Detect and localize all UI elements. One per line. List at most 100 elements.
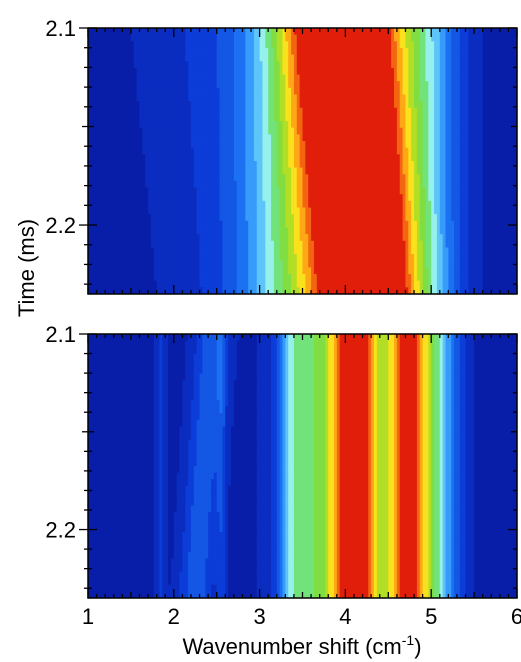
heatmap-cell bbox=[428, 74, 432, 82]
heatmap-cell bbox=[193, 234, 198, 242]
heatmap-cell bbox=[179, 234, 183, 242]
heatmap-cell bbox=[394, 41, 398, 49]
heatmap-cell bbox=[365, 214, 369, 222]
heatmap-cell bbox=[170, 147, 175, 155]
heatmap-cell bbox=[128, 161, 132, 169]
heatmap-cell bbox=[333, 67, 338, 76]
heatmap-cell bbox=[208, 101, 212, 109]
heatmap-cell bbox=[271, 141, 275, 149]
heatmap-cell bbox=[273, 34, 278, 42]
heatmap-cell bbox=[213, 207, 218, 215]
heatmap-cell bbox=[419, 81, 424, 89]
heatmap-cell bbox=[416, 141, 421, 149]
heatmap-cell bbox=[285, 180, 289, 189]
heatmap-cell bbox=[231, 194, 235, 202]
heatmap-cell bbox=[156, 200, 161, 209]
heatmap-cell bbox=[142, 61, 146, 69]
heatmap-cell bbox=[405, 234, 409, 242]
heatmap-cell bbox=[145, 127, 149, 135]
heatmap-cell bbox=[148, 194, 152, 202]
heatmap-cell bbox=[210, 101, 215, 109]
heatmap-cell bbox=[282, 220, 286, 229]
heatmap-cell bbox=[454, 61, 458, 69]
heatmap-cell bbox=[456, 87, 461, 96]
heatmap-cell bbox=[110, 220, 115, 229]
heatmap-cell bbox=[331, 234, 335, 242]
heatmap-cell bbox=[325, 187, 329, 195]
heatmap-cell bbox=[242, 101, 246, 109]
heatmap-cell bbox=[491, 240, 495, 249]
heatmap-cell bbox=[353, 41, 358, 49]
heatmap-cell bbox=[170, 81, 175, 89]
heatmap-cell bbox=[105, 161, 109, 169]
heatmap-cell bbox=[208, 240, 212, 249]
heatmap-cell bbox=[471, 107, 475, 116]
heatmap-cell bbox=[468, 167, 472, 175]
heatmap-cell bbox=[465, 180, 469, 189]
heatmap-cell bbox=[116, 187, 121, 195]
heatmap-cell bbox=[145, 41, 149, 49]
heatmap-cell bbox=[96, 180, 101, 189]
heatmap-cell bbox=[236, 220, 241, 229]
heatmap-cell bbox=[502, 180, 507, 189]
heatmap-cell bbox=[491, 220, 495, 229]
heatmap-cell bbox=[465, 161, 469, 169]
heatmap-cell bbox=[499, 167, 504, 175]
heatmap-cell bbox=[436, 234, 441, 242]
heatmap-cell bbox=[136, 114, 141, 122]
heatmap-cell bbox=[419, 180, 424, 189]
heatmap-cell bbox=[236, 180, 241, 189]
heatmap-cell bbox=[319, 47, 324, 56]
heatmap-cell bbox=[225, 127, 229, 135]
heatmap-cell bbox=[190, 161, 195, 169]
heatmap-cell bbox=[279, 127, 284, 135]
heatmap-cell bbox=[179, 107, 183, 116]
heatmap-cell bbox=[365, 61, 369, 69]
heatmap-cell bbox=[179, 174, 183, 182]
heatmap-cell bbox=[185, 121, 189, 129]
heatmap-cell bbox=[434, 94, 438, 102]
heatmap-cell bbox=[185, 134, 189, 142]
heatmap-cell bbox=[225, 87, 229, 96]
heatmap-cell bbox=[188, 180, 192, 189]
heatmap-cell bbox=[499, 87, 504, 96]
heatmap-cell bbox=[316, 47, 321, 56]
heatmap-cell bbox=[431, 87, 435, 96]
heatmap-cell bbox=[391, 187, 395, 195]
heatmap-cell bbox=[379, 194, 384, 202]
heatmap-cell bbox=[459, 194, 464, 202]
heatmap-cell bbox=[288, 87, 292, 96]
heatmap-cell bbox=[173, 141, 178, 149]
heatmap-cell bbox=[305, 61, 309, 69]
heatmap-cell bbox=[434, 121, 438, 129]
heatmap-cell bbox=[302, 54, 306, 62]
heatmap-cell bbox=[454, 81, 458, 89]
heatmap-cell bbox=[253, 74, 258, 82]
heatmap-cell bbox=[459, 87, 464, 96]
heatmap-cell bbox=[265, 200, 269, 209]
heatmap-cell bbox=[253, 94, 258, 102]
heatmap-cell bbox=[116, 94, 121, 102]
heatmap-cell bbox=[362, 114, 367, 122]
heatmap-cell bbox=[96, 154, 101, 162]
heatmap-cell bbox=[399, 47, 404, 56]
heatmap-cell bbox=[88, 154, 92, 162]
heatmap-cell bbox=[159, 167, 163, 175]
heatmap-cell bbox=[188, 200, 192, 209]
heatmap-cell bbox=[188, 214, 192, 222]
heatmap-cell bbox=[508, 154, 512, 162]
heatmap-cell bbox=[96, 141, 101, 149]
heatmap-cell bbox=[436, 227, 441, 235]
heatmap-cell bbox=[508, 28, 512, 36]
heatmap-cell bbox=[388, 147, 392, 155]
heatmap-cell bbox=[119, 28, 123, 36]
heatmap-cell bbox=[348, 234, 352, 242]
heatmap-cell bbox=[442, 187, 447, 195]
heatmap-cell bbox=[168, 247, 172, 255]
heatmap-cell bbox=[182, 34, 186, 42]
heatmap-cell bbox=[219, 200, 224, 209]
heatmap-cell bbox=[322, 34, 326, 42]
heatmap-cell bbox=[193, 134, 198, 142]
heatmap-cell bbox=[156, 127, 161, 135]
heatmap-cell bbox=[165, 101, 169, 109]
